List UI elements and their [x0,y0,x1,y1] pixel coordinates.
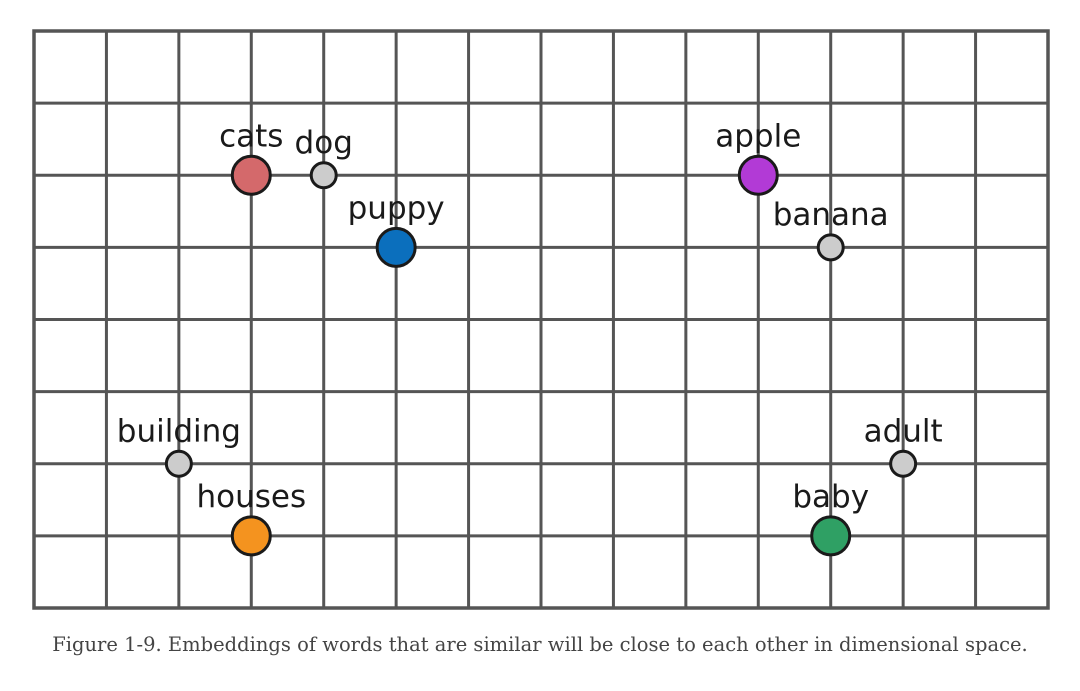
word-label: cats [219,118,283,154]
word-point-banana: banana [773,197,889,262]
word-marker [230,515,272,557]
word-label: dog [295,125,353,161]
embedding-grid-diagram: cats dog puppy apple banana building houses adu… [32,29,1050,610]
word-point-puppy: puppy [348,190,445,268]
word-label: apple [715,118,801,154]
word-label: banana [773,197,889,233]
grid-border [32,29,1050,610]
word-marker [375,226,417,268]
word-marker [309,161,338,190]
word-marker [737,154,779,196]
word-marker [889,449,918,478]
figure-caption: Figure 1-9. Embeddings of words that are… [52,633,1028,656]
word-marker [816,233,845,262]
word-point-baby: baby [792,479,869,557]
word-point-houses: houses [196,479,306,557]
word-point-building: building [117,413,241,478]
word-marker [810,515,852,557]
word-label: houses [196,479,306,515]
word-point-dog: dog [295,125,353,190]
word-point-apple: apple [715,118,801,196]
word-point-cats: cats [219,118,283,196]
word-point-adult: adult [864,413,943,478]
word-label: building [117,413,241,449]
grid [32,29,1050,610]
word-label: baby [792,479,869,515]
word-marker [230,154,272,196]
word-marker [164,449,193,478]
word-label: puppy [348,190,445,226]
word-label: adult [864,413,943,449]
word-points: cats dog puppy apple banana building houses adu… [117,118,943,557]
